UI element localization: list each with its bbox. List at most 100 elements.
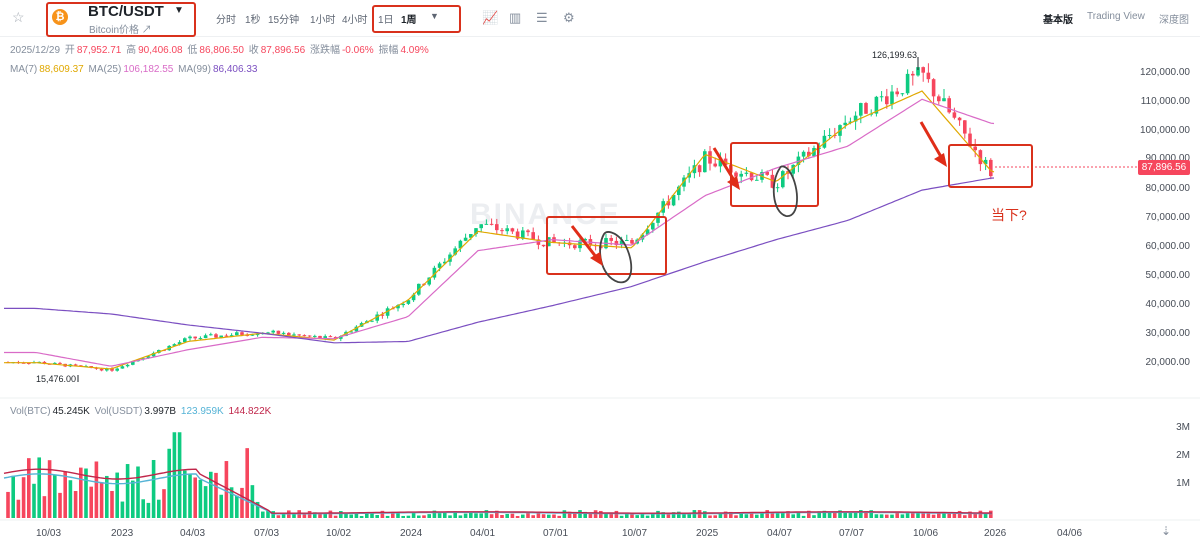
timeframe-1s[interactable]: 1秒 <box>245 15 261 26</box>
volume-bar <box>453 511 457 518</box>
volume-bar <box>666 514 671 518</box>
candle-body <box>801 151 806 157</box>
vol-ma2-line <box>3 468 993 514</box>
volume-tick: 1M <box>1176 478 1190 489</box>
volume-bar <box>32 483 36 518</box>
volume-bar <box>567 511 572 518</box>
volume-bar <box>859 510 863 518</box>
timeframe-4h[interactable]: 4小时 <box>342 15 368 26</box>
ma25-label: MA(25) <box>88 64 122 75</box>
current-price-tag: 87,896.56 <box>1138 160 1190 175</box>
timeframe-tick[interactable]: 分时 <box>216 15 236 26</box>
interval-1d[interactable]: 1日 <box>378 15 394 26</box>
volume-bar <box>151 459 156 518</box>
timeframe-15m[interactable]: 15分钟 <box>268 15 300 26</box>
candle-body <box>666 201 671 206</box>
candle-body <box>900 93 905 95</box>
volume-bar <box>417 515 421 518</box>
candle-body <box>713 163 717 167</box>
candle-body <box>21 362 26 364</box>
candle-body <box>640 234 645 240</box>
candle-body <box>744 172 749 174</box>
ma-lines <box>4 90 995 370</box>
volume-bar <box>141 499 145 518</box>
candle-body <box>526 230 530 233</box>
candle-body <box>937 96 941 102</box>
vol-ma1-value: 123.959K <box>180 406 224 417</box>
volume-bar <box>609 512 613 518</box>
candle-body <box>703 151 707 173</box>
volume-bar <box>89 486 93 518</box>
volume-bar <box>838 510 842 518</box>
volume-bar <box>193 477 197 518</box>
volume-bar <box>921 511 925 518</box>
settings-sliders-icon[interactable]: ☰ <box>536 10 548 25</box>
candle-body <box>973 146 977 151</box>
view-depth[interactable]: 深度图 <box>1159 15 1189 26</box>
candle-body <box>307 335 312 337</box>
candle-body <box>287 332 291 336</box>
candle-body <box>848 121 853 123</box>
timeframe-1h[interactable]: 1小时 <box>310 15 336 26</box>
volume-bar <box>219 494 223 518</box>
pair-subtitle-link[interactable]: Bitcoin价格 ↗ <box>89 25 152 36</box>
vol-usdt-label: Vol(USDT) <box>94 406 143 417</box>
time-tick: 10/06 <box>913 528 939 539</box>
candle-body <box>380 314 385 316</box>
time-tick: 2026 <box>984 528 1007 539</box>
volume-bar <box>235 495 239 518</box>
volume-bar <box>911 513 915 518</box>
interval-highlight-box <box>372 5 461 33</box>
candle-body <box>885 96 889 105</box>
volume-bar <box>739 512 743 518</box>
candle-body <box>193 336 197 339</box>
candle-body <box>942 98 946 102</box>
volume-bar <box>879 514 884 518</box>
volume-bar <box>671 512 676 518</box>
volume-bar <box>110 490 114 518</box>
candle-body <box>385 308 390 316</box>
candle-body <box>266 332 270 334</box>
volume-bar <box>370 513 374 518</box>
volume-bar <box>687 513 691 518</box>
volume-bar <box>276 515 281 518</box>
volume-bar <box>677 511 681 518</box>
favorite-star-icon[interactable]: ☆ <box>12 9 25 25</box>
pair-name[interactable]: BTC/USDT <box>88 3 164 20</box>
indicator-chart-icon[interactable]: 📈 <box>482 10 499 25</box>
scroll-to-latest-icon[interactable]: ⇣ <box>1161 524 1172 538</box>
view-tradingview[interactable]: Trading View <box>1087 11 1145 22</box>
candle-body <box>276 330 281 334</box>
candle-body <box>125 364 130 367</box>
volume-bar <box>588 513 593 518</box>
view-basic[interactable]: 基本版 <box>1043 15 1073 26</box>
ma99-label: MA(99) <box>178 64 211 75</box>
candle-body <box>708 151 712 164</box>
bitcoin-logo-icon: ₿ <box>52 9 68 25</box>
candle-body <box>895 91 899 95</box>
candle-body <box>484 223 489 225</box>
pair-dropdown-icon[interactable]: ▼ <box>174 5 184 16</box>
volume-bar <box>229 487 234 518</box>
gear-icon[interactable]: ⚙ <box>563 10 575 25</box>
volume-bar <box>463 513 468 518</box>
candle-body <box>749 172 754 181</box>
interval-dropdown-icon[interactable]: ▼ <box>430 11 439 21</box>
candle-body <box>313 335 317 337</box>
volume-bar <box>500 514 504 518</box>
interval-1w[interactable]: 1周 <box>401 15 417 26</box>
candle-body <box>177 342 182 345</box>
candle-body <box>770 174 775 188</box>
volume-bar <box>765 510 769 518</box>
volume-bar <box>240 487 244 518</box>
volume-bar <box>973 513 977 518</box>
candle-type-icon[interactable]: ▥ <box>509 10 522 25</box>
ma99-value: 86,406.33 <box>212 64 258 75</box>
volume-bar <box>365 512 369 518</box>
volume-bar <box>843 512 847 518</box>
now-note: 当下? <box>991 207 1027 223</box>
candle-body <box>968 133 972 147</box>
volume-bar <box>791 514 795 518</box>
volume-bar <box>68 480 73 518</box>
